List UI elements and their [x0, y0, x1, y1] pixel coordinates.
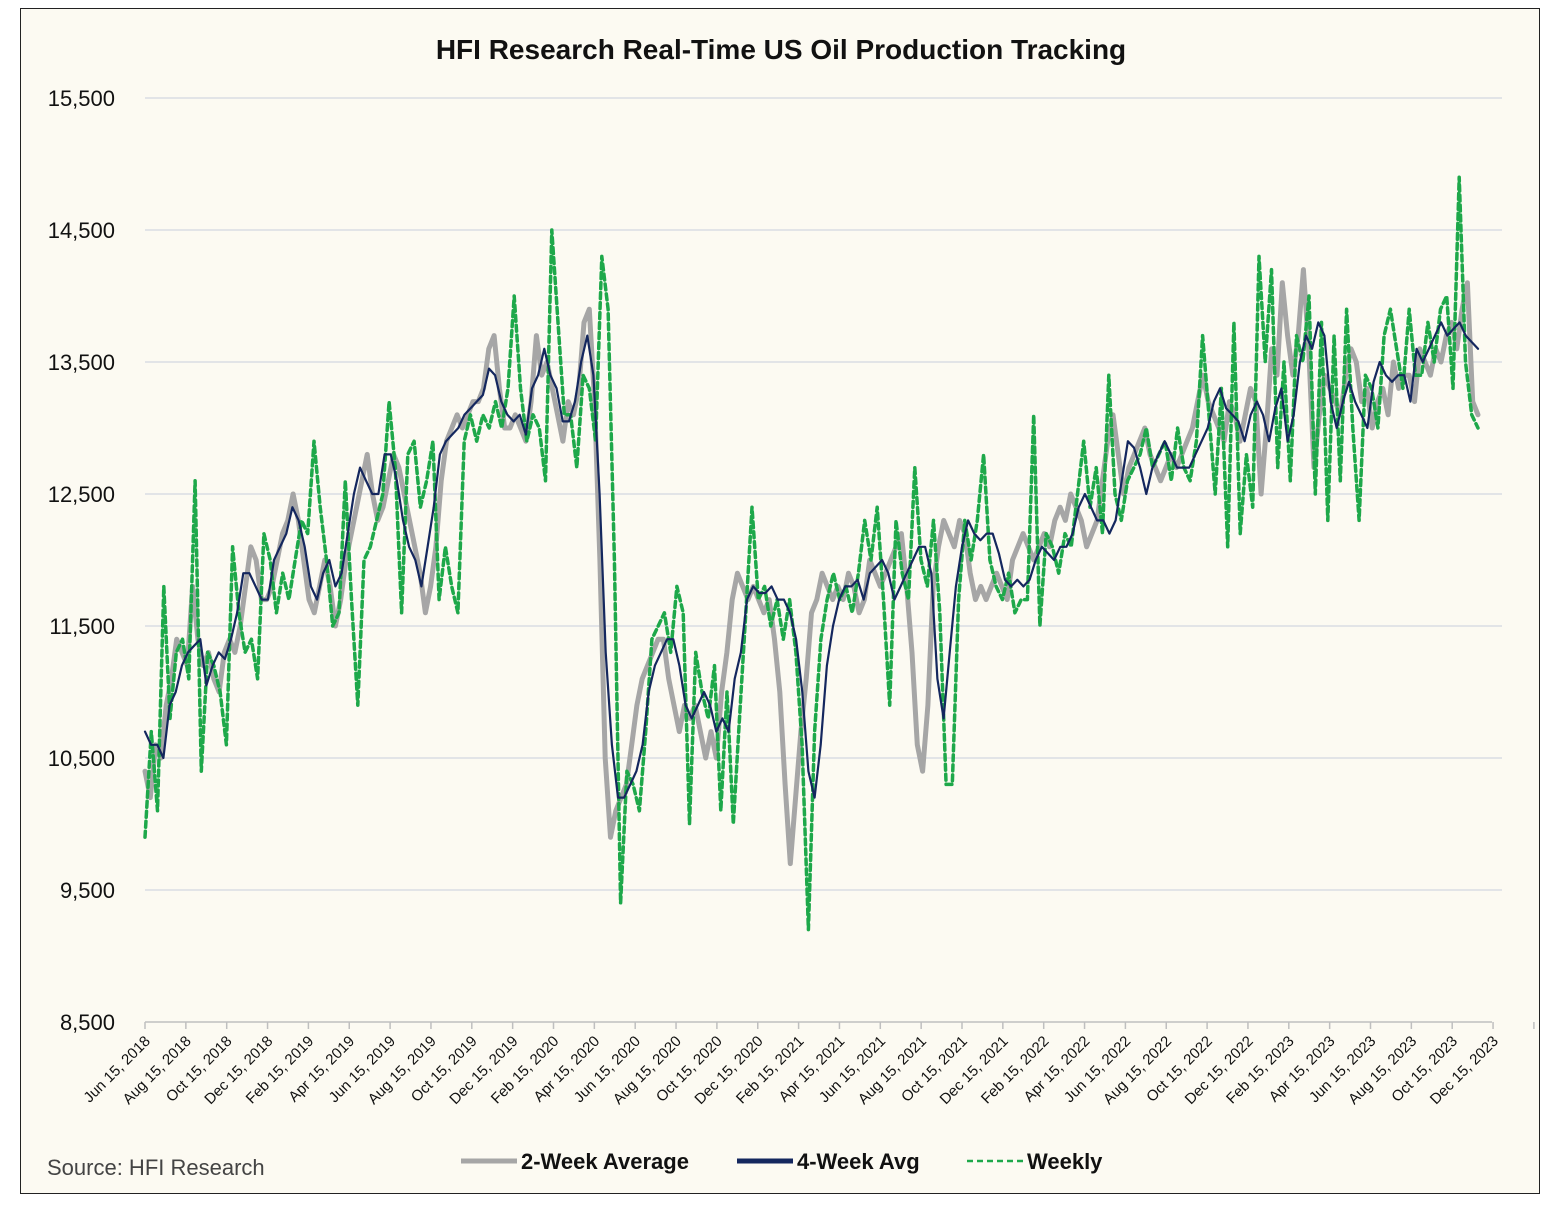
y-tick-label: 8,500 — [60, 1010, 115, 1035]
y-tick-label: 11,500 — [49, 614, 115, 639]
chart-svg: HFI Research Real-Time US Oil Production… — [47, 34, 1535, 1180]
y-tick-label: 15,500 — [48, 86, 115, 111]
y-tick-label: 9,500 — [60, 878, 115, 903]
legend-label: 4-Week Avg — [797, 1149, 920, 1174]
y-tick-label: 12,500 — [48, 482, 115, 507]
source-note: Source: HFI Research — [47, 1155, 265, 1180]
y-tick-label: 13,500 — [48, 350, 115, 375]
legend-label: 2-Week Average — [521, 1149, 689, 1174]
series-line-2-week-average — [142, 267, 1481, 867]
chart-title: HFI Research Real-Time US Oil Production… — [436, 34, 1126, 65]
series-lines — [142, 175, 1481, 932]
y-tick-label: 14,500 — [48, 218, 115, 243]
y-axis-ticks: 15,500 14,500 13,500 12,500 11,500 10,500 9,50… — [48, 86, 115, 1035]
legend: 2-Week Average 4-Week Avg Weekly — [461, 1149, 1103, 1174]
series-line-4-week-avg — [143, 321, 1480, 799]
y-tick-label: 10,500 — [48, 746, 115, 771]
chart-frame: HFI Research Real-Time US Oil Production… — [20, 8, 1540, 1194]
legend-label: Weekly — [1027, 1149, 1103, 1174]
series-line-weekly — [143, 175, 1480, 932]
grid-lines — [145, 97, 1502, 891]
